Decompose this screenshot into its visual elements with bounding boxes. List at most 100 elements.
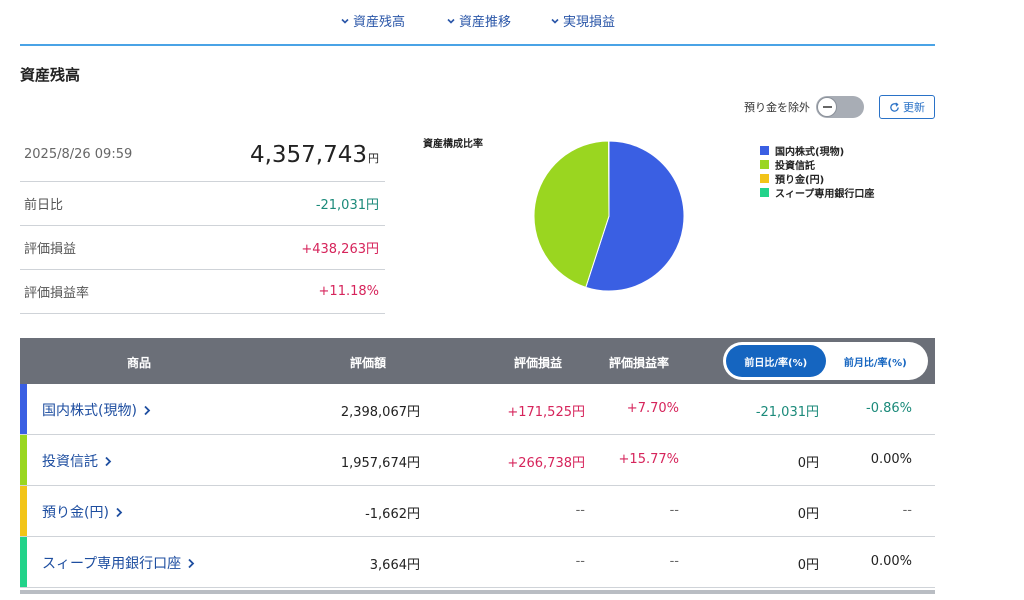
holdings-table: 商品 評価額 評価損益 評価損益率 前日比/率(%) 前月比/率(%) 国内株式… <box>20 338 935 588</box>
cell-pl: +266,738円 <box>507 456 585 471</box>
cell-day-change-rate: 0.00% <box>870 452 912 467</box>
legend-label: 国内株式(現物) <box>775 146 845 158</box>
legend-item-sweep: スィープ専用銀行口座 <box>760 185 875 200</box>
chevron-right-icon <box>105 456 112 466</box>
legend-label: 預り金(円) <box>775 174 825 186</box>
cell-day-change: -21,031円 <box>755 405 819 420</box>
chevron-right-icon <box>144 405 151 415</box>
summary-value: -21,031円 <box>315 198 379 213</box>
summary-value: +438,263円 <box>301 242 379 257</box>
category-color-bar <box>20 435 27 485</box>
cell-day-change-rate: -- <box>902 503 912 518</box>
pie-slice-domestic <box>585 140 685 292</box>
product-link[interactable]: スィープ専用銀行口座 <box>42 553 195 573</box>
table-row-sweep-bank: スィープ専用銀行口座 3,664円 -- -- 0円 0.00% <box>20 537 935 588</box>
legend-item-domestic: 国内株式(現物) <box>760 143 874 158</box>
toggle-knob <box>817 97 837 117</box>
total-unit: 円 <box>368 151 379 165</box>
exclude-deposit-control: 預り金を除外 <box>744 96 864 118</box>
update-button[interactable]: 更新 <box>879 95 935 119</box>
legend-item-deposit: 預り金(円) <box>760 171 874 186</box>
cell-day-change: 0円 <box>797 456 819 471</box>
tab-realized-pl[interactable]: 実現損益 <box>550 11 615 30</box>
cell-value: -1,662円 <box>365 507 420 522</box>
category-color-bar <box>20 486 27 536</box>
cell-pl: -- <box>575 554 585 569</box>
summary-datetime: 2025/8/26 09:59 <box>24 147 133 162</box>
legend-label: スィープ専用銀行口座 <box>775 188 875 200</box>
product-link[interactable]: 国内株式(現物) <box>42 400 151 420</box>
month-change-tab[interactable]: 前月比/率(%) <box>843 357 907 369</box>
summary-total-row: 2025/8/26 09:59 4,357,743円 <box>20 128 385 182</box>
table-header: 商品 評価額 評価損益 評価損益率 前日比/率(%) 前月比/率(%) <box>20 338 935 384</box>
summary-row-day-change: 前日比 -21,031円 <box>20 182 385 226</box>
pie-slice-fund <box>533 140 610 288</box>
tab-asset-balance[interactable]: 資産残高 <box>340 11 405 30</box>
cell-pl-rate: +15.77% <box>618 452 679 467</box>
day-change-tab[interactable]: 前日比/率(%) <box>726 345 826 377</box>
cell-pl: -- <box>575 503 585 518</box>
header-pl: 評価損益 <box>514 356 563 370</box>
summary-label: 評価損益 <box>24 242 77 257</box>
cell-value: 2,398,067円 <box>340 405 420 420</box>
product-link[interactable]: 投資信託 <box>42 451 112 471</box>
product-name: 国内株式(現物) <box>42 403 137 419</box>
cell-day-change: 0円 <box>797 558 819 573</box>
top-nav: 資産残高 資産推移 実現損益 <box>20 0 935 46</box>
chevron-right-icon <box>188 558 195 568</box>
page-title: 資産残高 <box>20 66 81 84</box>
tab-label: 資産残高 <box>353 15 406 30</box>
tab-label: 実現損益 <box>563 15 616 30</box>
category-color-bar <box>20 537 27 587</box>
tab-label: 資産推移 <box>459 15 512 30</box>
category-color-bar <box>20 384 27 434</box>
exclude-deposit-toggle[interactable] <box>816 96 864 118</box>
cell-pl-rate: +7.70% <box>626 401 679 416</box>
table-bottom-border <box>20 590 935 594</box>
update-label: 更新 <box>903 101 925 114</box>
header-pl-rate: 評価損益率 <box>609 356 670 370</box>
cell-value: 1,957,674円 <box>340 456 420 471</box>
legend-label: 投資信託 <box>775 160 815 172</box>
summary-value: +11.18% <box>318 284 379 299</box>
chevron-right-icon <box>116 507 123 517</box>
summary-label: 評価損益率 <box>24 286 90 301</box>
summary-row-unrealized-pl-rate: 評価損益率 +11.18% <box>20 270 385 314</box>
summary-row-unrealized-pl: 評価損益 +438,263円 <box>20 226 385 270</box>
cell-day-change-rate: -0.86% <box>866 401 912 416</box>
header-product: 商品 <box>127 356 152 370</box>
product-name: スィープ専用銀行口座 <box>42 556 182 572</box>
table-row-investment-trust: 投資信託 1,957,674円 +266,738円 +15.77% 0円 0.0… <box>20 435 935 486</box>
product-link[interactable]: 預り金(円) <box>42 502 123 522</box>
table-row-deposit-yen: 預り金(円) -1,662円 -- -- 0円 -- <box>20 486 935 537</box>
tab-asset-trend[interactable]: 資産推移 <box>446 11 511 30</box>
cell-pl: +171,525円 <box>507 405 585 420</box>
cell-value: 3,664円 <box>369 558 420 573</box>
asset-summary: 2025/8/26 09:59 4,357,743円 前日比 -21,031円 … <box>20 128 385 314</box>
chevron-down-icon <box>341 18 349 24</box>
product-name: 預り金(円) <box>42 505 109 521</box>
legend-item-fund: 投資信託 <box>760 157 874 172</box>
chevron-down-icon <box>551 18 559 24</box>
chevron-down-icon <box>447 18 455 24</box>
legend-swatch <box>760 173 769 183</box>
table-row-domestic-stock: 国内株式(現物) 2,398,067円 +171,525円 +7.70% -21… <box>20 384 935 435</box>
allocation-pie-chart <box>533 140 685 292</box>
cell-pl-rate: -- <box>669 503 679 518</box>
period-toggle: 前日比/率(%) 前月比/率(%) <box>723 342 928 380</box>
minus-icon <box>822 106 832 108</box>
refresh-icon <box>890 102 899 112</box>
cell-day-change: 0円 <box>797 507 819 522</box>
exclude-deposit-label: 預り金を除外 <box>744 101 810 114</box>
header-value: 評価額 <box>350 356 387 370</box>
legend-swatch <box>760 187 769 197</box>
table-body: 国内株式(現物) 2,398,067円 +171,525円 +7.70% -21… <box>20 384 935 588</box>
total-amount: 4,357,743 <box>249 141 367 168</box>
summary-label: 前日比 <box>24 198 64 213</box>
chart-legend: 国内株式(現物) 投資信託預り金(円) スィープ専用銀行口座 <box>760 143 875 200</box>
summary-total: 4,357,743円 <box>250 142 379 168</box>
product-name: 投資信託 <box>42 454 98 470</box>
cell-day-change-rate: 0.00% <box>870 554 912 569</box>
cell-pl-rate: -- <box>669 554 679 569</box>
legend-swatch <box>760 159 769 169</box>
